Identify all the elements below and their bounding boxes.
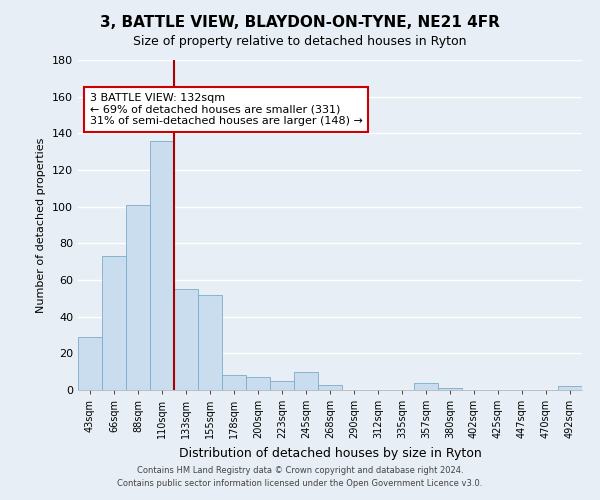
Bar	[198, 294, 222, 390]
Bar	[414, 382, 438, 390]
Bar	[318, 384, 342, 390]
Bar	[246, 377, 270, 390]
Bar	[222, 376, 246, 390]
Bar	[78, 337, 102, 390]
X-axis label: Distribution of detached houses by size in Ryton: Distribution of detached houses by size …	[179, 446, 481, 460]
Y-axis label: Number of detached properties: Number of detached properties	[37, 138, 46, 312]
Bar	[294, 372, 318, 390]
Bar	[438, 388, 462, 390]
Text: 3, BATTLE VIEW, BLAYDON-ON-TYNE, NE21 4FR: 3, BATTLE VIEW, BLAYDON-ON-TYNE, NE21 4F…	[100, 15, 500, 30]
Text: Size of property relative to detached houses in Ryton: Size of property relative to detached ho…	[133, 35, 467, 48]
Bar	[126, 205, 150, 390]
Bar	[102, 256, 126, 390]
Bar	[174, 289, 198, 390]
Text: 3 BATTLE VIEW: 132sqm
← 69% of detached houses are smaller (331)
31% of semi-det: 3 BATTLE VIEW: 132sqm ← 69% of detached …	[90, 93, 363, 126]
Bar	[558, 386, 582, 390]
Text: Contains HM Land Registry data © Crown copyright and database right 2024.
Contai: Contains HM Land Registry data © Crown c…	[118, 466, 482, 487]
Bar	[270, 381, 294, 390]
Bar	[150, 140, 174, 390]
